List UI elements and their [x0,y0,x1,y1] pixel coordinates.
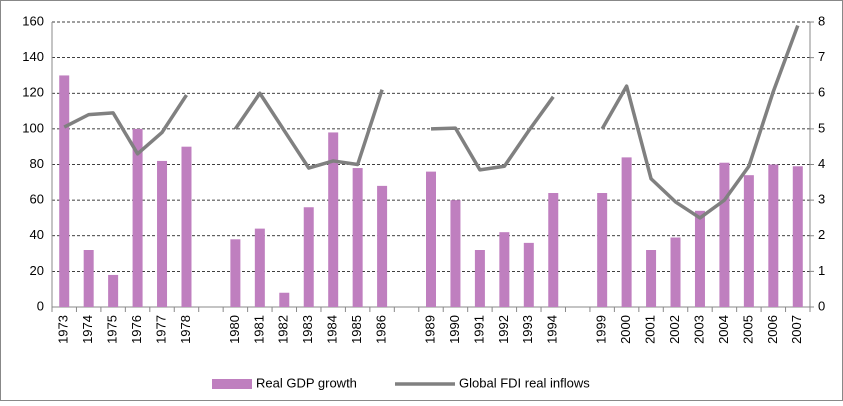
x-tick-label: 1975 [105,315,120,344]
x-tick-label: 2003 [691,315,706,344]
y2-tick-label: 2 [818,227,825,242]
bar [646,250,657,307]
x-tick-label: 1973 [56,315,71,344]
legend-label: Global FDI real inflows [459,375,590,390]
y2-tick-label: 0 [818,298,825,313]
bar [499,232,510,307]
x-tick-label: 2002 [667,315,682,344]
bar [426,171,436,307]
bar [132,128,143,307]
y-tick-label: 100 [22,120,44,135]
y-tick-label: 140 [22,49,44,64]
x-tick-label: 1986 [374,315,389,344]
x-tick-label: 1980 [227,315,242,344]
x-tick-label: 1984 [325,315,340,344]
bar [303,207,314,307]
x-tick-label: 1993 [520,315,535,344]
legend-label: Real GDP growth [256,375,357,390]
bar [523,242,534,307]
bar [377,185,388,307]
x-tick-label: 1978 [178,315,193,344]
bar [597,193,608,307]
x-tick-label: 1981 [251,315,266,344]
bar [328,132,339,307]
bar [352,168,363,307]
y2-tick-label: 4 [818,156,825,171]
bar [450,200,461,307]
bar [230,239,241,307]
x-tick-label: 2004 [716,315,731,344]
y2-tick-label: 3 [818,192,825,207]
x-tick-label: 1982 [276,315,291,344]
x-tick-label: 1999 [594,315,609,344]
bar [743,175,754,307]
y-tick-label: 120 [22,85,44,100]
bar [792,166,803,307]
bar [108,274,119,307]
bar [279,292,290,307]
x-tick-label: 2007 [789,315,804,344]
x-tick-label: 2005 [740,315,755,344]
y-tick-label: 160 [22,13,44,28]
bar [474,250,485,307]
y-tick-label: 60 [30,192,44,207]
x-tick-label: 1985 [349,315,364,344]
bar [548,193,559,307]
y-tick-label: 0 [37,298,44,313]
x-tick-label: 1989 [422,315,437,344]
x-tick-label: 1994 [545,315,560,344]
line [63,24,800,220]
bar [719,162,730,307]
y2-tick-label: 5 [818,120,825,135]
y-tick-label: 80 [30,156,44,171]
legend-swatch [212,379,252,389]
x-tick-label: 2000 [618,315,633,344]
x-tick-label: 1983 [300,315,315,344]
x-tick-label: 1990 [447,315,462,344]
x-tick-label: 1976 [129,315,144,344]
bar [181,146,192,307]
x-tick-label: 1977 [153,315,168,344]
x-tick-label: 2001 [643,315,658,344]
x-tick-label: 2006 [765,315,780,344]
y2-tick-label: 1 [818,263,825,278]
bar [59,75,70,307]
bar [621,157,632,307]
x-tick-label: 1991 [471,315,486,344]
y-tick-label: 20 [30,263,44,278]
bar [254,228,265,307]
x-tick-label: 1992 [496,315,511,344]
y2-tick-label: 8 [818,13,825,28]
bar [83,250,94,307]
bar [157,160,168,307]
y2-tick-label: 7 [818,49,825,64]
bar [768,164,779,307]
y-tick-label: 40 [30,227,44,242]
bar [670,237,681,307]
x-tick-label: 1974 [80,315,95,344]
y2-tick-label: 6 [818,85,825,100]
bar [694,210,705,307]
